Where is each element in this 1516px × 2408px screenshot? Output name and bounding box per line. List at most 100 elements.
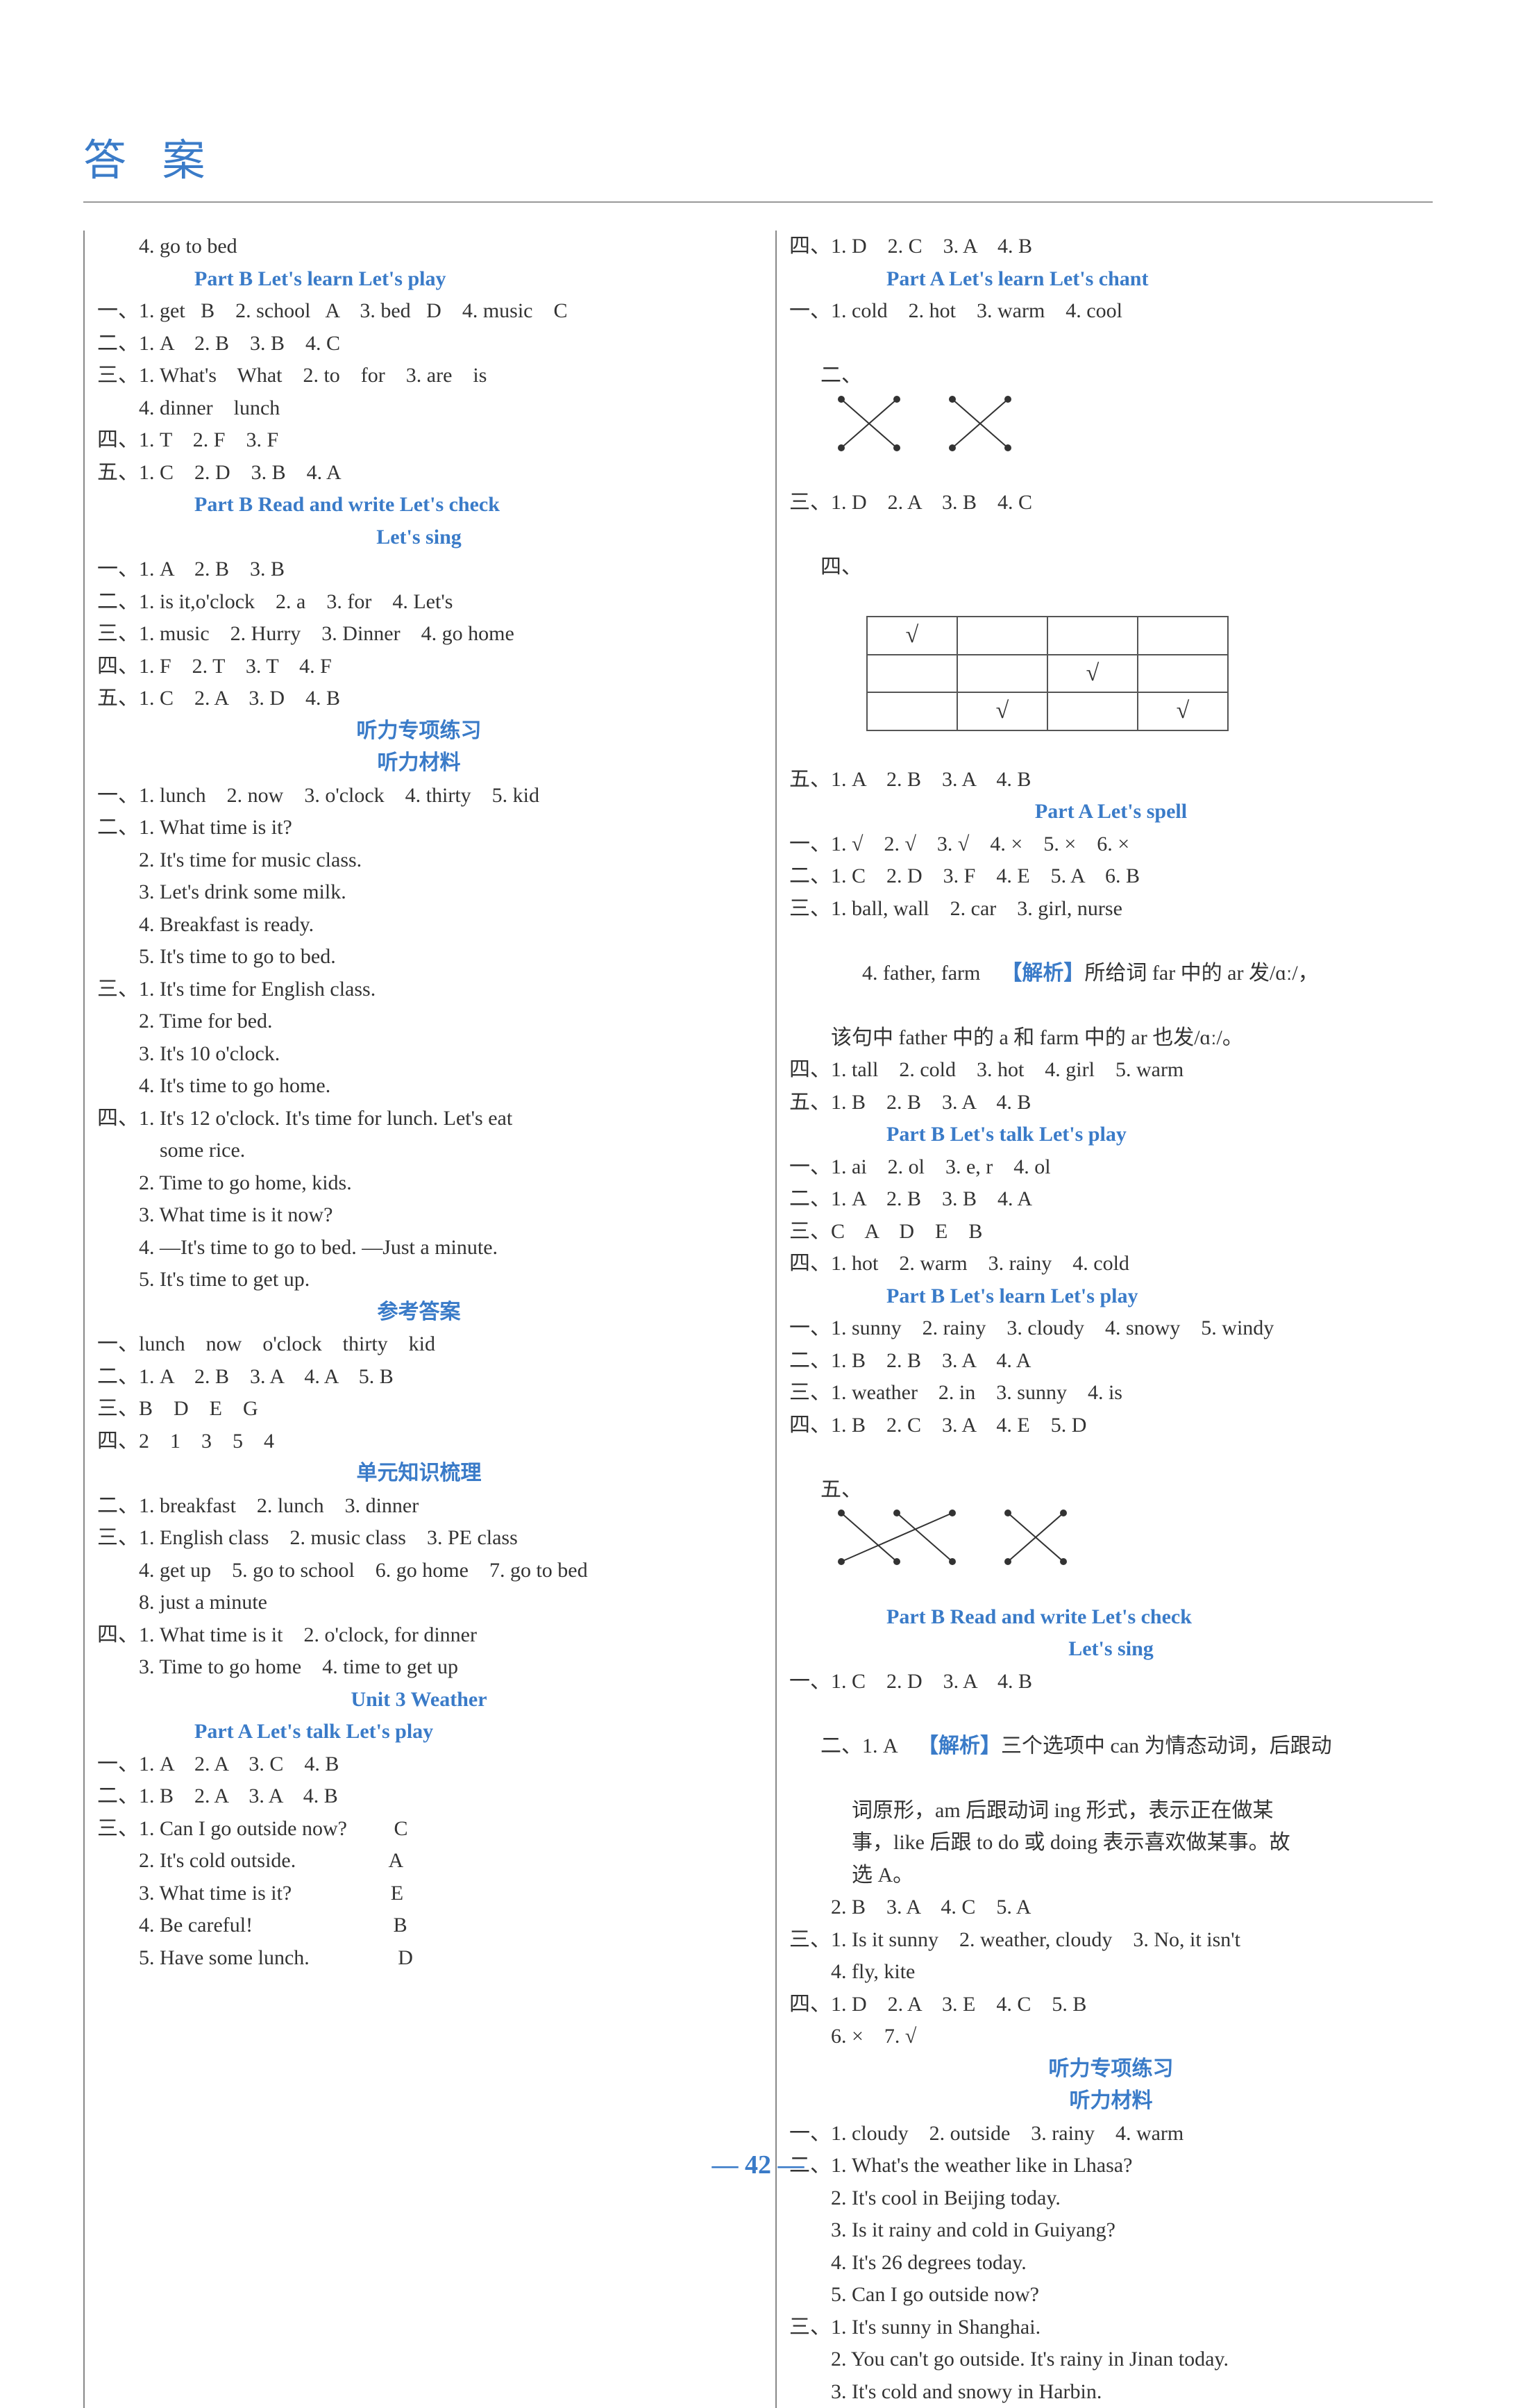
text-line: 3. It's cold and snowy in Harbin.: [789, 2376, 1433, 2408]
text-line: 一、1. A 2. B 3. B: [97, 553, 741, 586]
text-line: 五、1. B 2. B 3. A 4. B: [789, 1087, 1433, 1119]
analysis-label: 【解析】: [1001, 962, 1084, 985]
section-header: 听力材料: [97, 747, 741, 780]
section-header: Part A Let's learn Let's chant: [789, 263, 1433, 296]
section-header: Let's sing: [789, 1633, 1433, 1666]
text-line: 5. It's time to get up.: [97, 1264, 741, 1296]
text-line: 三、1. weather 2. in 3. sunny 4. is: [789, 1377, 1433, 1410]
text-line: 二、1. A 2. B 3. B 4. A: [789, 1183, 1433, 1216]
text-line: 二、1. B 2. A 3. A 4. B: [97, 1780, 741, 1813]
text-line: 3. Is it rainy and cold in Guiyang?: [789, 2214, 1433, 2247]
text-line: 4. get up 5. go to school 6. go home 7. …: [97, 1555, 741, 1587]
text-line: 一、1. √ 2. √ 3. √ 4. × 5. × 6. ×: [789, 828, 1433, 861]
section-header: Unit 3 Weather: [97, 1684, 741, 1716]
text-line: 2. It's cold outside. A: [97, 1845, 741, 1878]
text-line: 三、1. English class 2. music class 3. PE …: [97, 1522, 741, 1555]
label: 二、: [820, 364, 862, 387]
text-line: 五、1. A 2. B 3. A 4. B: [789, 764, 1433, 796]
right-column: 四、1. D 2. C 3. A 4. B Part A Let's learn…: [775, 231, 1433, 2408]
text-line: 选 A。: [789, 1859, 1433, 1892]
text-line: 四、1. F 2. T 3. T 4. F: [97, 651, 741, 683]
text: 二、1. A: [820, 1734, 918, 1757]
text-line: 3. What time is it now?: [97, 1199, 741, 1232]
section-header: Part A Let's talk Let's play: [97, 1716, 741, 1748]
text-line: 三、1. ball, wall 2. car 3. girl, nurse: [789, 893, 1433, 926]
section-header: Part B Read and write Let's check: [97, 489, 741, 521]
text-line: 五、1. C 2. D 3. B 4. A: [97, 457, 741, 490]
text-line: 8. just a minute: [97, 1587, 741, 1619]
page-title: 答 案: [83, 125, 1433, 187]
section-header: Part B Let's learn Let's play: [97, 263, 741, 296]
text: 三个选项中 can 为情态动词，后跟动: [1001, 1734, 1332, 1757]
text-line: 四、1. D 2. A 3. E 4. C 5. B: [789, 1989, 1433, 2021]
section-header: 听力材料: [789, 2085, 1433, 2118]
text-line: 四、1. D 2. C 3. A 4. B: [789, 231, 1433, 263]
text-line: 五、: [789, 1441, 1433, 1601]
text-line: 四、1. B 2. C 3. A 4. E 5. D: [789, 1410, 1433, 1442]
text-line: 一、1. get B 2. school A 3. bed D 4. music…: [97, 295, 741, 328]
text-line: 3. What time is it? E: [97, 1878, 741, 1910]
text-line: 三、1. D 2. A 3. B 4. C: [789, 487, 1433, 519]
section-header: Part A Let's spell: [789, 796, 1433, 828]
matching-diagram: [820, 1506, 1098, 1569]
section-header: Let's sing: [97, 521, 741, 554]
text-line: 一、1. cold 2. hot 3. warm 4. cool: [789, 295, 1433, 328]
text-line: 2. You can't go outside. It's rainy in J…: [789, 2343, 1433, 2376]
section-header: Part B Read and write Let's check: [789, 1601, 1433, 1634]
text-line: 2. B 3. A 4. C 5. A: [789, 1891, 1433, 1924]
section-header: 单元知识梳理: [97, 1457, 741, 1490]
text-line: 二、1. B 2. B 3. A 4. A: [789, 1345, 1433, 1378]
text-line: 4. —It's time to go to bed. —Just a minu…: [97, 1232, 741, 1264]
text-line: 四、2 1 3 5 4: [97, 1425, 741, 1458]
text-line: 三、B D E G: [97, 1393, 741, 1425]
matching-diagram: [820, 392, 1043, 455]
text-line: 一、1. sunny 2. rainy 3. cloudy 4. snowy 5…: [789, 1312, 1433, 1345]
text-line: 四、1. tall 2. cold 3. hot 4. girl 5. warm: [789, 1054, 1433, 1087]
text-line: 二、1. A 2. B 3. B 4. C: [97, 328, 741, 360]
text-line: 4. fly, kite: [789, 1956, 1433, 1989]
text-line: 四、1. T 2. F 3. F: [97, 424, 741, 457]
text-line: 事，like 后跟 to do 或 doing 表示喜欢做某事。故: [789, 1827, 1433, 1859]
text-line: 6. × 7. √: [789, 2021, 1433, 2053]
text-line: 4. Breakfast is ready.: [97, 909, 741, 942]
text-line: 三、1. It's sunny in Shanghai.: [789, 2311, 1433, 2344]
text-line: 4. father, farm 【解析】所给词 far 中的 ar 发/ɑː/，: [789, 925, 1433, 1022]
text-line: 一、1. cloudy 2. outside 3. rainy 4. warm: [789, 2118, 1433, 2150]
text-line: 三、C A D E B: [789, 1216, 1433, 1248]
text-line: 5. Have some lunch. D: [97, 1942, 741, 1975]
analysis-label: 【解析】: [918, 1734, 1001, 1757]
title-divider: [83, 201, 1433, 203]
text-line: 三、1. music 2. Hurry 3. Dinner 4. go home: [97, 618, 741, 651]
text-line: 二、1. What time is it?: [97, 812, 741, 844]
section-header: 参考答案: [97, 1296, 741, 1329]
text-line: 3. It's 10 o'clock.: [97, 1038, 741, 1071]
text-line: 3. Time to go home 4. time to get up: [97, 1651, 741, 1684]
text-line: 五、1. C 2. A 3. D 4. B: [97, 683, 741, 715]
text-line: 二、1. breakfast 2. lunch 3. dinner: [97, 1490, 741, 1523]
text-line: 一、1. A 2. A 3. C 4. B: [97, 1748, 741, 1781]
text-line: 四、1. It's 12 o'clock. It's time for lunc…: [97, 1103, 741, 1135]
text-line: 2. Time to go home, kids.: [97, 1167, 741, 1200]
text-line: 四、1. What time is it 2. o'clock, for din…: [97, 1619, 741, 1652]
text-line: 词原形，am 后跟动词 ing 形式，表示正在做某: [789, 1795, 1433, 1828]
text-line: 四、 √ √ √√: [789, 519, 1433, 764]
text-line: 二、1. C 2. D 3. F 4. E 5. A 6. B: [789, 860, 1433, 893]
text-line: 一、1. C 2. D 3. A 4. B: [789, 1666, 1433, 1698]
text-line: some rice.: [97, 1135, 741, 1167]
text-line: 5. Can I go outside now?: [789, 2279, 1433, 2311]
text-line: 二、1. A 【解析】三个选项中 can 为情态动词，后跟动: [789, 1698, 1433, 1795]
text-line: 二、1. is it,o'clock 2. a 3. for 4. Let's: [97, 586, 741, 619]
text: 所给词 far 中的 ar 发/ɑː/，: [1084, 962, 1318, 985]
section-header: 听力专项练习: [97, 715, 741, 748]
text-line: 该句中 father 中的 a 和 farm 中的 ar 也发/ɑː/。: [789, 1022, 1433, 1055]
check-table: √ √ √√: [866, 551, 1229, 731]
left-column: 4. go to bed Part B Let's learn Let's pl…: [83, 231, 741, 2408]
page-number: — 42 —: [0, 2150, 1516, 2180]
text-line: 5. It's time to go to bed.: [97, 941, 741, 973]
content-columns: 4. go to bed Part B Let's learn Let's pl…: [83, 231, 1433, 2408]
text-line: 三、1. It's time for English class.: [97, 973, 741, 1006]
text-line: 2. It's time for music class.: [97, 844, 741, 877]
text-line: 4. dinner lunch: [97, 392, 741, 425]
text-line: 4. It's 26 degrees today.: [789, 2247, 1433, 2280]
text-line: 3. Let's drink some milk.: [97, 876, 741, 909]
